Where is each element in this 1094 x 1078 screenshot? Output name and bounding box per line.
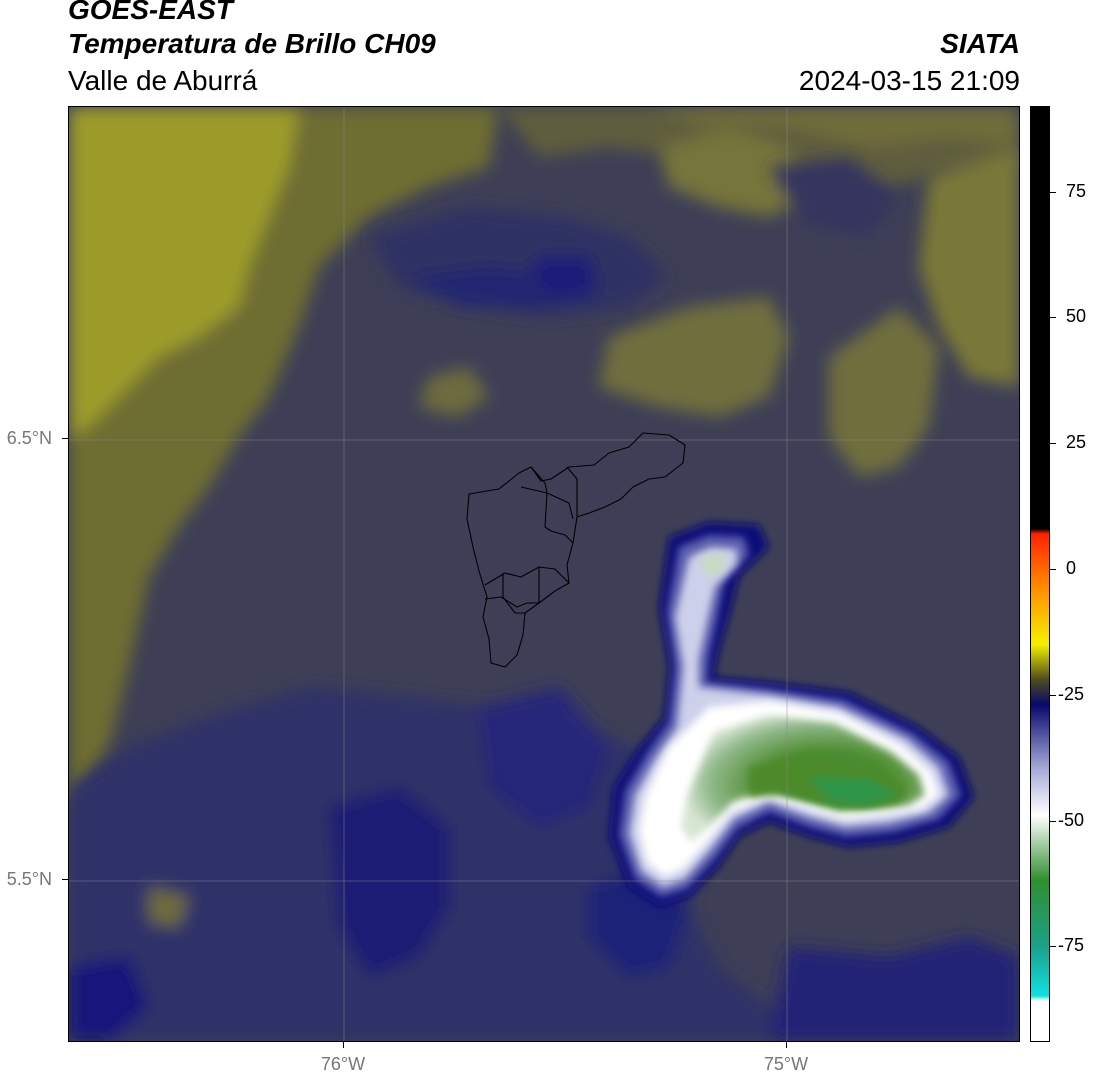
warm-region-northwest: [69, 107, 499, 807]
colorbar-tick-label: 25: [1066, 432, 1087, 453]
colorbar-tick-label: -75: [1058, 935, 1085, 956]
warm-region-east-central: [419, 297, 939, 477]
brightness-temperature-field: [69, 107, 1019, 1041]
colorbar-tick-label: -25: [1058, 683, 1085, 704]
colorbar-tick: [1050, 694, 1056, 696]
lat-tick-6-5: [62, 438, 68, 439]
colorbar-tick: [1050, 946, 1056, 948]
timestamp-label: 2024-03-15 21:09: [798, 65, 1020, 96]
grid-lines: [69, 107, 1019, 1041]
satellite-map: [68, 106, 1020, 1042]
lat-label-6-5: 6.5°N: [6, 428, 52, 448]
lon-tick-76: [343, 1042, 344, 1048]
cold-region-south: [69, 687, 1019, 1041]
colorbar-tick: [1050, 191, 1056, 193]
colorbar-tick-label: 75: [1066, 180, 1087, 201]
colorbar-tick-label: 50: [1066, 306, 1087, 327]
warm-region-northeast: [659, 127, 1019, 387]
lon-tick-75: [786, 1042, 787, 1048]
map-subtitle: Temperatura de Brillo CH09: [68, 28, 436, 59]
organization-label: SIATA: [940, 28, 1020, 59]
colorbar-tick-label: 0: [1066, 557, 1077, 578]
region-label: Valle de Aburrá: [68, 65, 258, 96]
colorbar: [1030, 106, 1050, 1042]
municipal-boundaries: [466, 432, 686, 668]
lon-label-75: 75°W: [763, 1054, 809, 1074]
storm-cloud-system: [609, 522, 974, 907]
colorbar-tick-label: -50: [1058, 809, 1085, 830]
lat-label-5-5: 5.5°N: [6, 869, 52, 889]
colorbar-tick: [1050, 568, 1056, 570]
cold-band-north: [369, 157, 899, 317]
colorbar-tick: [1050, 317, 1056, 319]
map-title: GOES-EAST: [68, 0, 233, 25]
colorbar-tick: [1050, 820, 1056, 822]
colorbar-tick: [1050, 443, 1056, 445]
lon-label-76: 76°W: [320, 1054, 366, 1074]
lat-tick-5-5: [62, 879, 68, 880]
